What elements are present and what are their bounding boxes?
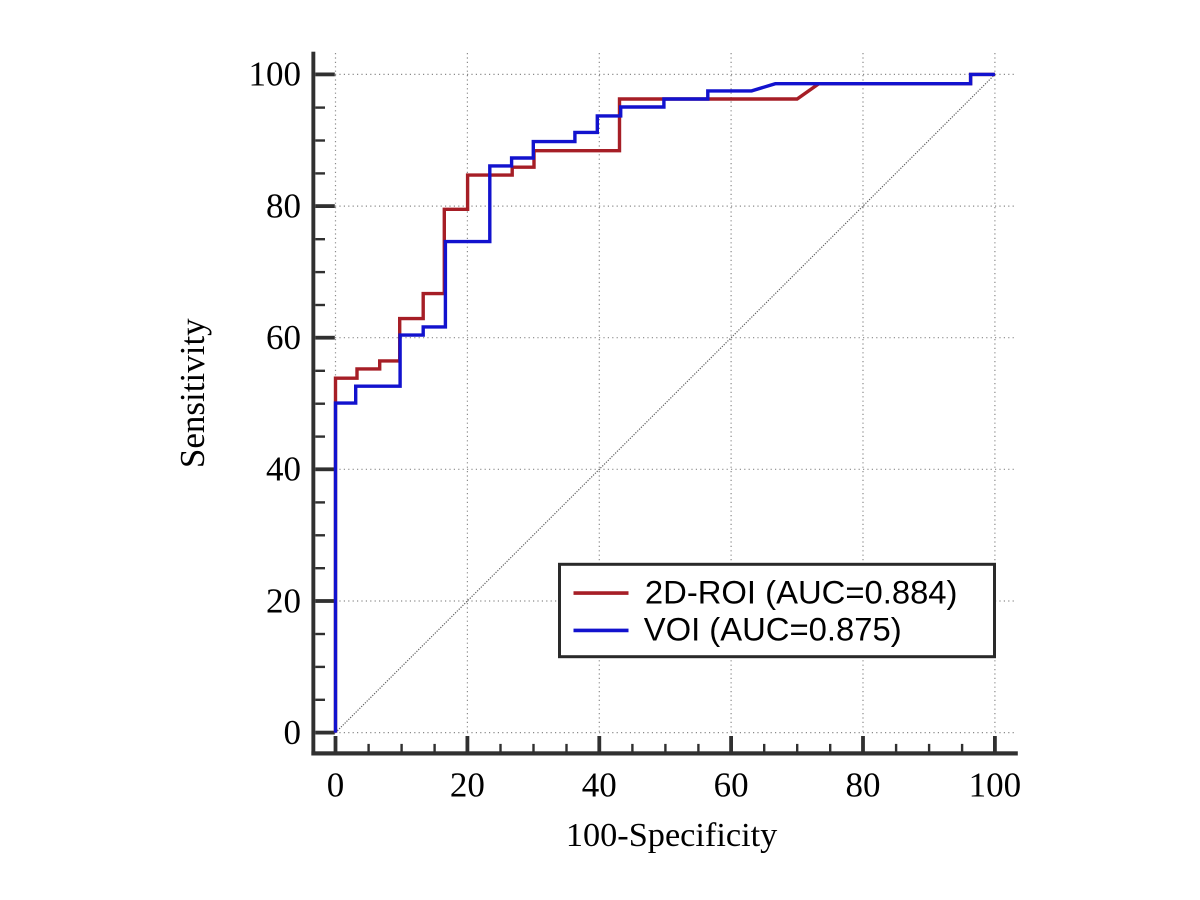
svg-text:100: 100: [249, 55, 302, 94]
svg-text:40: 40: [266, 450, 301, 489]
svg-text:0: 0: [327, 766, 345, 805]
svg-text:60: 60: [714, 766, 749, 805]
svg-text:Sensitivity: Sensitivity: [173, 318, 212, 468]
svg-text:60: 60: [266, 318, 301, 357]
svg-text:40: 40: [582, 766, 617, 805]
svg-text:0: 0: [284, 713, 302, 752]
svg-text:20: 20: [266, 581, 301, 620]
svg-text:VOI (AUC=0.875): VOI (AUC=0.875): [644, 610, 902, 647]
svg-text:80: 80: [266, 186, 301, 225]
svg-text:20: 20: [450, 766, 485, 805]
svg-text:100: 100: [969, 766, 1022, 805]
svg-text:2D-ROI (AUC=0.884): 2D-ROI (AUC=0.884): [645, 573, 958, 610]
svg-text:100-Specificity: 100-Specificity: [566, 816, 778, 854]
svg-text:80: 80: [846, 766, 881, 805]
